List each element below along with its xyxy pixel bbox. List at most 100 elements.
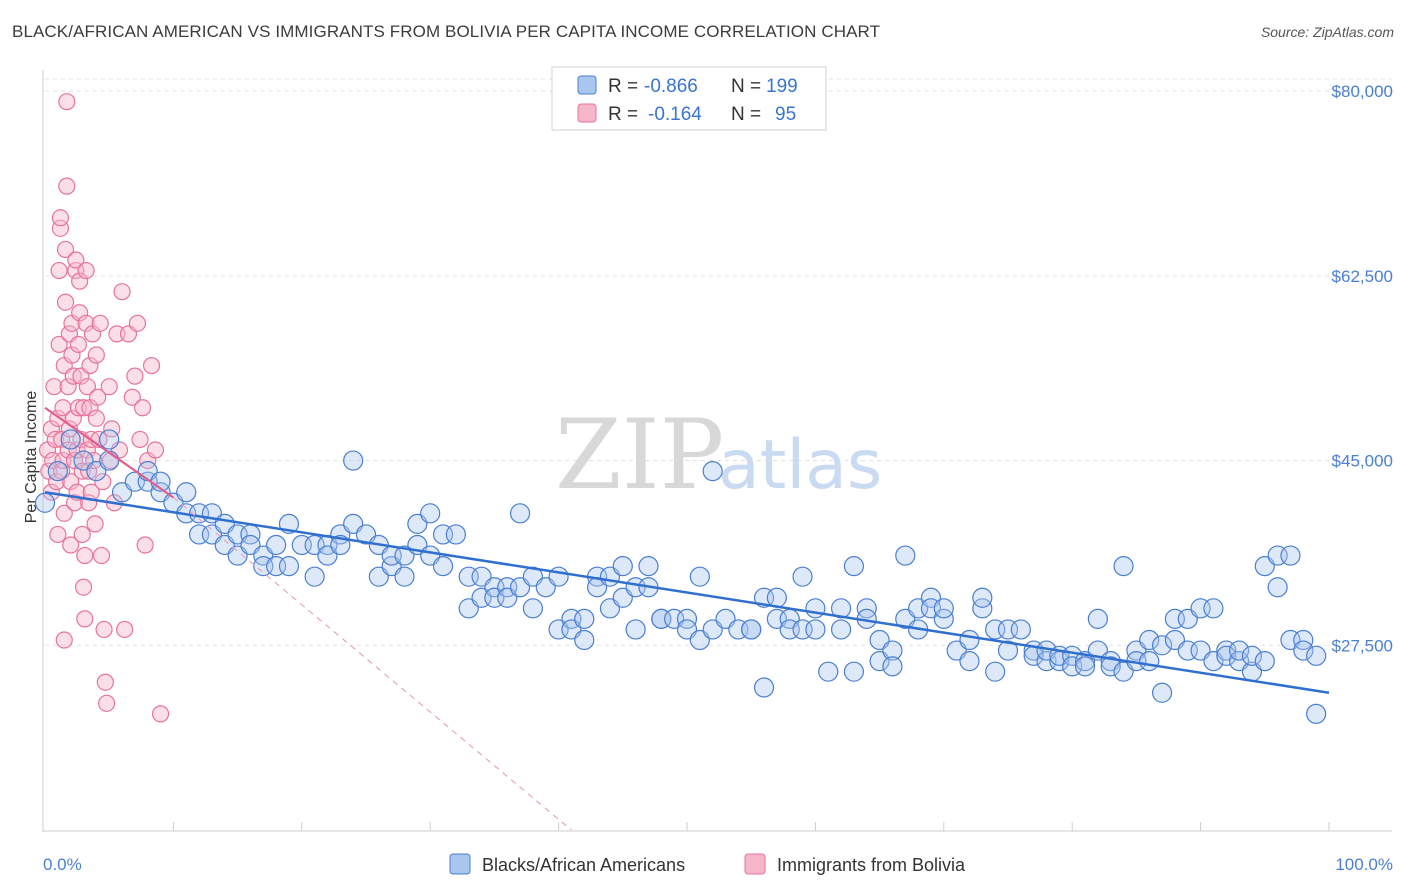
black-point [638, 556, 659, 577]
black-point [997, 640, 1019, 661]
black-point [1293, 629, 1314, 651]
bolivia-point [49, 525, 67, 544]
black-point [895, 545, 916, 566]
black-point [843, 556, 865, 577]
bolivia-point [56, 293, 75, 311]
bolivia-point [133, 399, 152, 417]
black-point [574, 629, 595, 651]
black-point [625, 619, 646, 640]
bolivia-points [38, 93, 170, 723]
black-point [689, 566, 710, 587]
bolivia-point [131, 430, 149, 449]
bolivia-point [73, 525, 91, 544]
bolivia-point [62, 473, 80, 491]
bolivia-point [116, 620, 134, 639]
watermark-atlas: atlas [718, 426, 882, 505]
legend-n-label-2: N = [731, 104, 761, 125]
bolivia-point [92, 546, 111, 565]
black-point [574, 608, 595, 629]
black-point [830, 598, 852, 619]
bolivia-point [65, 494, 84, 512]
black-point [985, 661, 1006, 682]
black-point [830, 619, 852, 640]
black-point [99, 429, 120, 450]
trend-lines [44, 406, 1330, 831]
black-point [972, 587, 993, 608]
black-point [278, 556, 300, 577]
black-point [856, 598, 877, 619]
bolivia-point [71, 304, 89, 322]
black-point [753, 677, 775, 698]
bolivia-trend-extension [173, 497, 572, 831]
bolivia-point [60, 420, 78, 438]
y-axis-label: Per Capita Income [23, 391, 40, 524]
black-point [1074, 656, 1096, 677]
black-point [805, 598, 826, 619]
bolivia-point [74, 399, 93, 417]
watermark-zip: ZIP [555, 399, 724, 511]
axes [42, 70, 1392, 832]
bolivia-point [94, 473, 112, 491]
bolivia-point [86, 515, 104, 533]
y-tick-label: $62,500 [1332, 267, 1393, 286]
black-point [266, 534, 287, 556]
bolivia-point [77, 261, 95, 280]
bolivia-point [76, 610, 94, 628]
black-point [1241, 645, 1263, 666]
legend-r-value-blue: -0.866 [644, 76, 698, 97]
source-credit: Source: ZipAtlas.com [1260, 24, 1394, 40]
legend-r-label: R = [608, 76, 638, 97]
black-point [420, 503, 441, 524]
x-tick-label-min: 0.0% [43, 855, 82, 874]
bolivia-point [58, 93, 76, 111]
legend-r-label-2: R = [608, 104, 638, 125]
bolivia-point [78, 441, 96, 459]
black-point [1306, 645, 1327, 666]
bolivia-point [87, 409, 105, 427]
black-point [972, 598, 993, 619]
black-point [176, 482, 197, 503]
black-point [741, 619, 762, 640]
black-point [1306, 703, 1327, 724]
bolivia-point [81, 356, 99, 375]
black-point [34, 492, 56, 513]
bolivia-point [51, 209, 70, 227]
black-point [548, 566, 569, 587]
legend-n-label: N = [731, 76, 761, 97]
bolivia-point [55, 631, 73, 649]
bolivia-point [62, 536, 80, 554]
black-point [702, 461, 723, 482]
gridlines [45, 78, 1392, 646]
bolivia-point [55, 504, 73, 522]
black-point [304, 566, 325, 587]
bolivia-point [71, 272, 89, 290]
black-point [1139, 629, 1160, 651]
bolivia-point [78, 378, 96, 396]
chart-title: BLACK/AFRICAN AMERICAN VS IMMIGRANTS FRO… [12, 22, 881, 41]
stats-legend: R = -0.866 N = 199 R = -0.164 N = 95 [551, 66, 827, 131]
y-tick-label: $27,500 [1332, 636, 1393, 655]
x-tick-label-max: 100.0% [1335, 855, 1393, 874]
black-point [1139, 651, 1160, 672]
bolivia-point [47, 473, 66, 491]
black-point [1151, 682, 1173, 703]
black-trend-line [44, 490, 1330, 695]
black-point [676, 608, 698, 629]
black-point [343, 450, 364, 471]
black-point [933, 598, 954, 619]
bolivia-point [67, 251, 85, 269]
black-point [959, 651, 980, 672]
legend-r-value-pink: -0.164 [648, 104, 702, 125]
black-point [1151, 635, 1173, 656]
bolivia-point [45, 378, 63, 396]
watermark: ZIP atlas [555, 399, 882, 511]
legend-label-black: Blacks/African Americans [482, 855, 685, 875]
bolivia-point [89, 388, 107, 406]
black-point [1203, 598, 1224, 619]
series-legend: Blacks/African Americans Immigrants from… [449, 853, 966, 875]
bolivia-point [113, 283, 131, 301]
bolivia-point [136, 536, 154, 554]
bolivia-point [146, 441, 165, 459]
black-point [1010, 619, 1031, 640]
black-point [1087, 608, 1108, 629]
